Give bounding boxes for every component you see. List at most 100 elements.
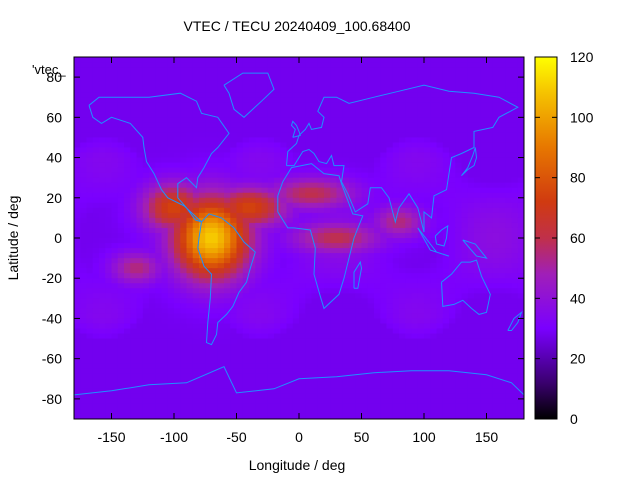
heatmap-cell xyxy=(205,57,213,63)
heatmap-cell xyxy=(449,313,456,320)
heatmap-cell xyxy=(111,288,119,294)
heatmap-cell xyxy=(336,333,344,340)
heatmap-cell xyxy=(367,373,375,380)
heatmap-cell xyxy=(136,102,144,108)
heatmap-cell xyxy=(111,343,119,350)
heatmap-cell xyxy=(149,263,156,269)
heatmap-cell xyxy=(224,258,231,264)
heatmap-cell xyxy=(392,112,400,118)
heatmap-cell xyxy=(236,217,244,224)
heatmap-cell xyxy=(461,62,469,68)
heatmap-cell xyxy=(324,308,331,315)
heatmap-cell xyxy=(317,333,325,340)
heatmap-cell xyxy=(305,147,313,154)
heatmap-cell xyxy=(280,338,288,345)
heatmap-cell xyxy=(274,97,281,103)
heatmap-cell xyxy=(217,298,225,304)
heatmap-cell xyxy=(505,393,513,400)
heatmap-cell xyxy=(74,217,81,224)
heatmap-cell xyxy=(449,147,456,154)
heatmap-cell xyxy=(192,363,200,370)
heatmap-cell xyxy=(167,57,175,63)
heatmap-cell xyxy=(392,142,400,149)
heatmap-cell xyxy=(505,248,513,254)
heatmap-cell xyxy=(205,318,213,325)
heatmap-cell xyxy=(155,288,163,294)
heatmap-cell xyxy=(324,298,331,304)
heatmap-cell xyxy=(105,207,113,214)
heatmap-cell xyxy=(230,363,238,370)
heatmap-cell xyxy=(255,82,263,88)
heatmap-cell xyxy=(174,253,181,259)
heatmap-cell xyxy=(342,318,350,325)
heatmap-cell xyxy=(380,383,388,390)
heatmap-cell xyxy=(80,197,88,204)
heatmap-cell xyxy=(505,283,513,289)
heatmap-cell xyxy=(99,72,106,78)
heatmap-cell xyxy=(442,298,450,304)
heatmap-cell xyxy=(399,227,406,234)
heatmap-cell xyxy=(374,102,381,108)
heatmap-cell xyxy=(392,328,400,335)
heatmap-cell xyxy=(224,122,231,128)
heatmap-cell xyxy=(449,72,456,78)
heatmap-cell xyxy=(480,192,488,199)
heatmap-cell xyxy=(149,107,156,113)
heatmap-cell xyxy=(486,278,494,284)
heatmap-cell xyxy=(280,368,288,375)
heatmap-cell xyxy=(486,283,494,289)
heatmap-cell xyxy=(299,127,306,134)
heatmap-cell xyxy=(136,87,144,93)
heatmap-cell xyxy=(80,343,88,350)
heatmap-cell xyxy=(74,368,81,375)
heatmap-cell xyxy=(167,368,175,375)
heatmap-cell xyxy=(374,222,381,229)
heatmap-cell xyxy=(149,323,156,330)
heatmap-cell xyxy=(480,67,488,73)
heatmap-cell xyxy=(355,62,363,68)
heatmap-cell xyxy=(399,222,406,229)
heatmap-cell xyxy=(480,97,488,103)
heatmap-cell xyxy=(99,323,106,330)
heatmap-cell xyxy=(117,308,125,315)
heatmap-cell xyxy=(199,268,206,274)
heatmap-cell xyxy=(461,82,469,88)
heatmap-cell xyxy=(261,152,269,159)
heatmap-cell xyxy=(517,283,524,289)
heatmap-cell xyxy=(399,338,406,345)
heatmap-cell xyxy=(149,197,156,204)
heatmap-cell xyxy=(367,197,375,204)
heatmap-cell xyxy=(211,97,219,103)
heatmap-cell xyxy=(399,192,406,199)
heatmap-cell xyxy=(286,152,294,159)
heatmap-cell xyxy=(167,202,175,209)
heatmap-cell xyxy=(474,333,481,340)
heatmap-cell xyxy=(374,323,381,330)
heatmap-cell xyxy=(105,122,113,128)
heatmap-cell xyxy=(455,102,463,108)
heatmap-cell xyxy=(255,308,263,315)
heatmap-cell xyxy=(442,127,450,134)
heatmap-cell xyxy=(517,398,524,405)
heatmap-cell xyxy=(330,398,338,405)
heatmap-cell xyxy=(455,182,463,189)
heatmap-cell xyxy=(392,308,400,315)
heatmap-cell xyxy=(511,132,519,139)
heatmap-cell xyxy=(424,263,431,269)
heatmap-cell xyxy=(74,313,81,320)
heatmap-cell xyxy=(474,167,481,174)
heatmap-cell xyxy=(199,343,206,350)
heatmap-cell xyxy=(486,308,494,315)
heatmap-cell xyxy=(336,303,344,309)
heatmap-cell xyxy=(430,323,438,330)
heatmap-cell xyxy=(280,323,288,330)
heatmap-cell xyxy=(117,102,125,108)
heatmap-cell xyxy=(186,122,194,128)
heatmap-cell xyxy=(180,152,188,159)
heatmap-cell xyxy=(486,132,494,139)
heatmap-cell xyxy=(292,207,300,214)
heatmap-cell xyxy=(105,383,113,390)
heatmap-cell xyxy=(267,227,275,234)
heatmap-cell xyxy=(311,197,319,204)
heatmap-cell xyxy=(186,238,194,244)
